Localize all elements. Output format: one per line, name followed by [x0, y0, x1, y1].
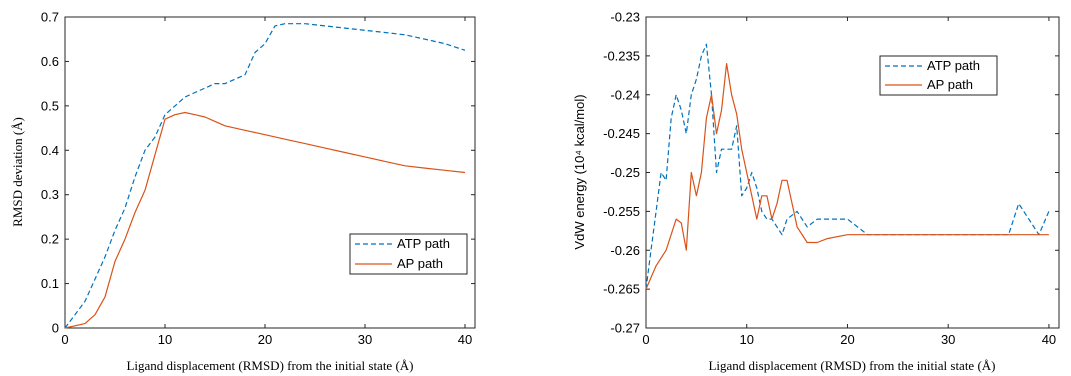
y-tick-label: -0.255	[603, 204, 640, 219]
legend-label-ap: AP path	[927, 77, 973, 92]
x-axis-label: Ligand displacement (RMSD) from the init…	[126, 358, 413, 373]
x-axis-label: Ligand displacement (RMSD) from the init…	[708, 358, 995, 373]
y-axis-label: RMSD deviation (Å)	[10, 117, 25, 227]
x-tick-label: 40	[458, 332, 472, 347]
plot-area-frame	[64, 16, 476, 329]
y-tick-label: 0	[52, 321, 59, 336]
legend-label-atp: ATP path	[927, 58, 980, 73]
y-tick-label: -0.265	[603, 282, 640, 297]
x-tick-label: 0	[61, 332, 68, 347]
y-tick-label: -0.25	[610, 165, 640, 180]
y-axis-label: VdW energy (10⁴ kcal/mol)	[572, 94, 587, 249]
legend: ATP path AP path	[879, 55, 998, 96]
series-line-ap-path	[645, 62, 1049, 290]
chart-rmsd-deviation: 0 10 20 30 40 0 0.1 0.2 0.3 0.4 0.5 0.6 0.7 ATP path…	[10, 10, 476, 373]
legend-label-atp: ATP path	[397, 236, 450, 251]
y-tick-label: 0.7	[41, 10, 59, 25]
legend: ATP path AP path	[349, 233, 468, 275]
legend-box	[349, 233, 468, 275]
y-tick-label: -0.24	[610, 87, 640, 102]
y-tick-label: 0.6	[41, 54, 59, 69]
x-tick-label: 30	[941, 332, 955, 347]
y-tick-label: -0.26	[610, 243, 640, 258]
y-tick-label: -0.245	[603, 126, 640, 141]
x-tick-label: 10	[739, 332, 753, 347]
y-tick-label: 0.2	[41, 232, 59, 247]
x-tick-label: 20	[840, 332, 854, 347]
y-tick-label: 0.5	[41, 98, 59, 113]
legend-box	[879, 55, 998, 96]
y-tick-label: -0.27	[610, 321, 640, 336]
y-tick-label: 0.3	[41, 187, 59, 202]
series-line-ap-path	[64, 111, 466, 329]
y-tick-label: 0.4	[41, 143, 59, 158]
chart-vdw-energy: 0 10 20 30 40 -0.27 -0.265 -0.26 -0.255 -0.25 -0.2…	[572, 10, 1060, 373]
y-tick-label: -0.23	[610, 10, 640, 25]
x-tick-label: 10	[158, 332, 172, 347]
x-tick-label: 40	[1042, 332, 1056, 347]
series-line-atp-path	[64, 23, 466, 329]
y-tick-label: 0.1	[41, 276, 59, 291]
x-tick-label: 0	[642, 332, 649, 347]
y-tick-label: -0.235	[603, 48, 640, 63]
x-tick-label: 20	[258, 332, 272, 347]
legend-label-ap: AP path	[397, 256, 443, 271]
x-tick-label: 30	[358, 332, 372, 347]
